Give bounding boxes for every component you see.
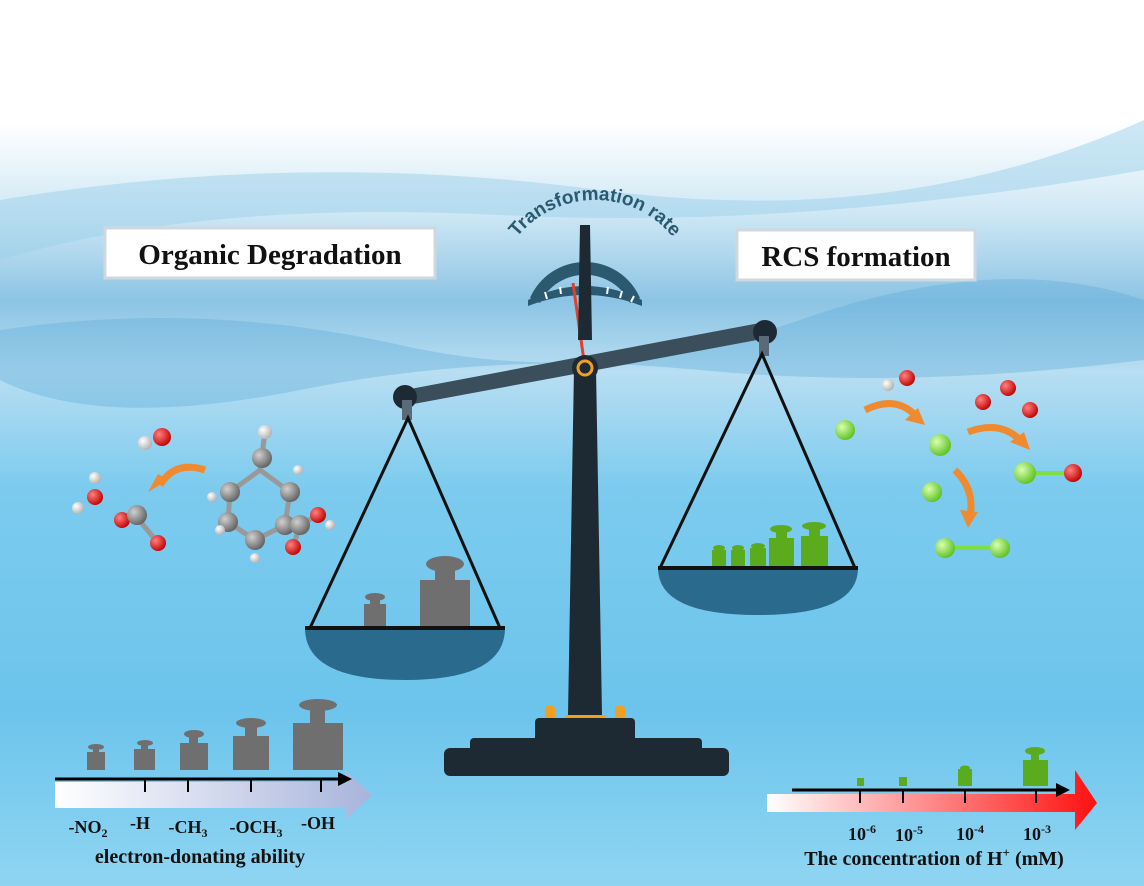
right-pan-weights	[712, 522, 828, 566]
scale-pointer	[578, 225, 592, 340]
scale-base	[444, 748, 729, 776]
electron-donating-axis: -NO2 -H -CH3 -OCH3 -OH electron-donating…	[55, 699, 372, 868]
wave	[0, 279, 1144, 408]
rcs-molecules	[835, 370, 1082, 558]
tick-label: -OH	[301, 813, 335, 833]
right-pan-strings	[658, 350, 857, 569]
left-pan-strings	[308, 414, 502, 629]
tick-label: 10-5	[895, 823, 923, 845]
tick-label: 10-4	[956, 822, 984, 844]
svg-text:Organic Degradation: Organic Degradation	[138, 239, 401, 271]
tick-label: 10-3	[1023, 822, 1051, 844]
left-axis-title: electron-donating ability	[95, 846, 305, 868]
tick-label: -NO2	[69, 817, 108, 840]
rcs-formation-label: RCS formation	[735, 228, 977, 282]
svg-text:RCS formation: RCS formation	[761, 241, 950, 273]
tick-label: -CH3	[169, 817, 208, 840]
tick-label: -H	[130, 813, 150, 833]
wave	[0, 120, 1144, 260]
left-axis-weights	[87, 699, 343, 770]
right-axis-weights	[857, 747, 1048, 786]
balance-scale	[305, 225, 858, 776]
scale-pillar	[568, 368, 602, 715]
left-pan	[305, 628, 505, 680]
organic-molecules	[72, 425, 335, 563]
right-axis-title: The concentration of H+ (mM)	[804, 845, 1064, 870]
tick-label: 10-6	[848, 822, 876, 844]
organic-degradation-label: Organic Degradation	[103, 226, 437, 280]
h-concentration-axis: 10-6 10-5 10-4 10-3 The concentration of…	[767, 747, 1097, 870]
right-pan	[658, 568, 858, 615]
pivot	[572, 355, 598, 381]
left-pan-weights	[364, 556, 470, 626]
tick-label: -OCH3	[230, 817, 283, 840]
